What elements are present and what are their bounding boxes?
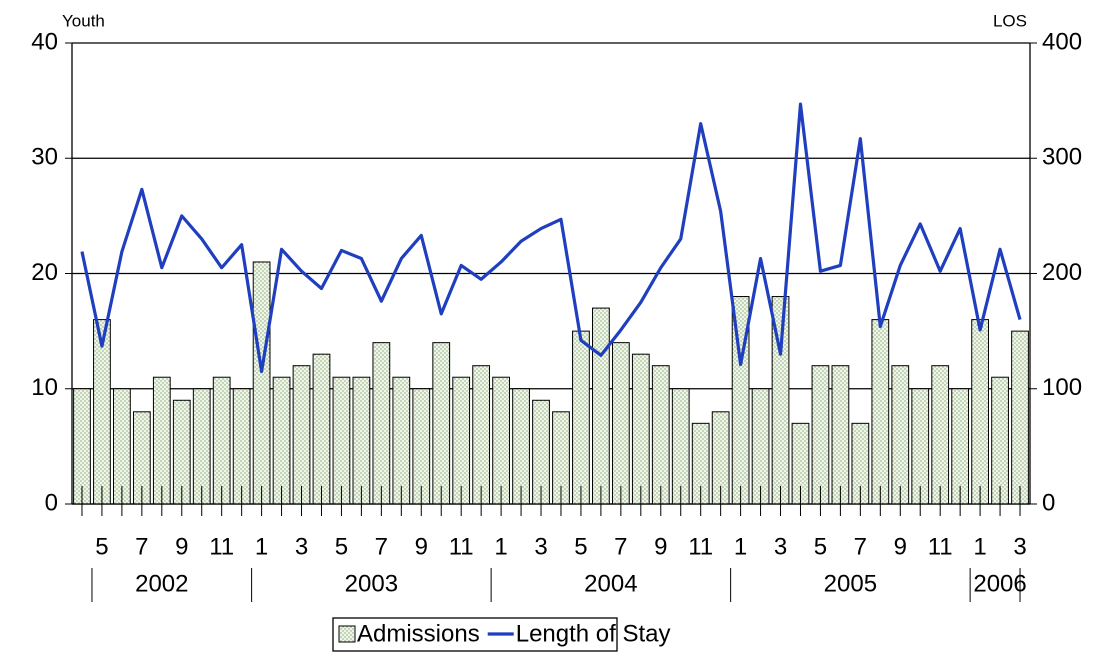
y2-tick-label: 400 — [1042, 28, 1082, 55]
year-label: 2005 — [824, 570, 877, 597]
legend-label: Length of Stay — [516, 620, 671, 647]
legend: Admissions Length of Stay — [332, 617, 671, 652]
x-tick-label: 5 — [814, 533, 827, 560]
bar — [611, 342, 630, 505]
bar — [631, 353, 650, 505]
x-tick-label: 5 — [335, 533, 348, 560]
x-tick-label: 5 — [574, 533, 587, 560]
year-label: 2004 — [584, 570, 637, 597]
bar — [372, 342, 391, 505]
bar — [931, 365, 950, 505]
bar — [452, 376, 471, 505]
y-axis-label: Youth — [62, 11, 105, 30]
x-tick-label: 7 — [614, 533, 627, 560]
legend-swatch — [338, 625, 356, 643]
y-tick-label: 10 — [31, 374, 58, 401]
x-tick-label: 3 — [1013, 533, 1026, 560]
x-tick-label: 1 — [494, 533, 507, 560]
bar — [212, 376, 231, 505]
x-tick-label: 9 — [654, 533, 667, 560]
x-tick-label: 1 — [734, 533, 747, 560]
bar — [831, 365, 850, 505]
y2-tick-label: 0 — [1042, 489, 1055, 516]
bar — [891, 365, 910, 505]
bar — [572, 330, 590, 505]
x-tick-label: 11 — [688, 533, 713, 560]
bar — [871, 319, 890, 505]
legend-label: Admissions — [357, 620, 480, 647]
y2-tick-label: 200 — [1042, 259, 1082, 286]
y-tick-label: 40 — [31, 28, 58, 55]
year-label: 2002 — [135, 570, 188, 597]
bar — [292, 365, 311, 505]
x-tick-label: 11 — [209, 533, 234, 560]
x-tick-label: 11 — [449, 533, 474, 560]
x-tick-label: 7 — [854, 533, 867, 560]
bar — [312, 353, 331, 505]
bar — [592, 307, 610, 505]
bar — [1011, 330, 1029, 505]
bar — [472, 365, 491, 505]
y-tick-label: 20 — [31, 259, 58, 286]
bar — [971, 319, 989, 505]
year-label: 2003 — [345, 570, 398, 597]
x-tick-label: 9 — [415, 533, 428, 560]
bar — [991, 376, 1009, 505]
bar — [332, 376, 351, 505]
x-tick-label: 3 — [295, 533, 308, 560]
legend-box — [332, 617, 618, 652]
bar — [252, 261, 271, 505]
bar — [651, 365, 670, 505]
bar — [392, 376, 411, 505]
x-tick-label: 9 — [175, 533, 188, 560]
bar — [152, 376, 171, 505]
x-tick-label: 5 — [95, 533, 108, 560]
y2-axis-label: LOS — [993, 11, 1027, 30]
x-tick-label: 7 — [135, 533, 148, 560]
bar — [811, 365, 830, 505]
x-tick-label: 7 — [375, 533, 388, 560]
x-tick-label: 3 — [774, 533, 787, 560]
y2-tick-label: 100 — [1042, 374, 1082, 401]
x-tick-label: 1 — [973, 533, 986, 560]
bar — [352, 376, 371, 505]
y-tick-label: 0 — [45, 489, 58, 516]
bar — [272, 376, 291, 505]
bar — [432, 342, 451, 505]
x-tick-label: 1 — [255, 533, 268, 560]
line — [80, 102, 1022, 374]
x-tick-label: 9 — [894, 533, 907, 560]
x-tick-label: 3 — [534, 533, 547, 560]
y-tick-label: 30 — [31, 144, 58, 171]
y2-tick-label: 300 — [1042, 144, 1082, 171]
bar — [492, 376, 510, 505]
year-label: 2006 — [973, 570, 1026, 597]
x-tick-label: 11 — [928, 533, 953, 560]
